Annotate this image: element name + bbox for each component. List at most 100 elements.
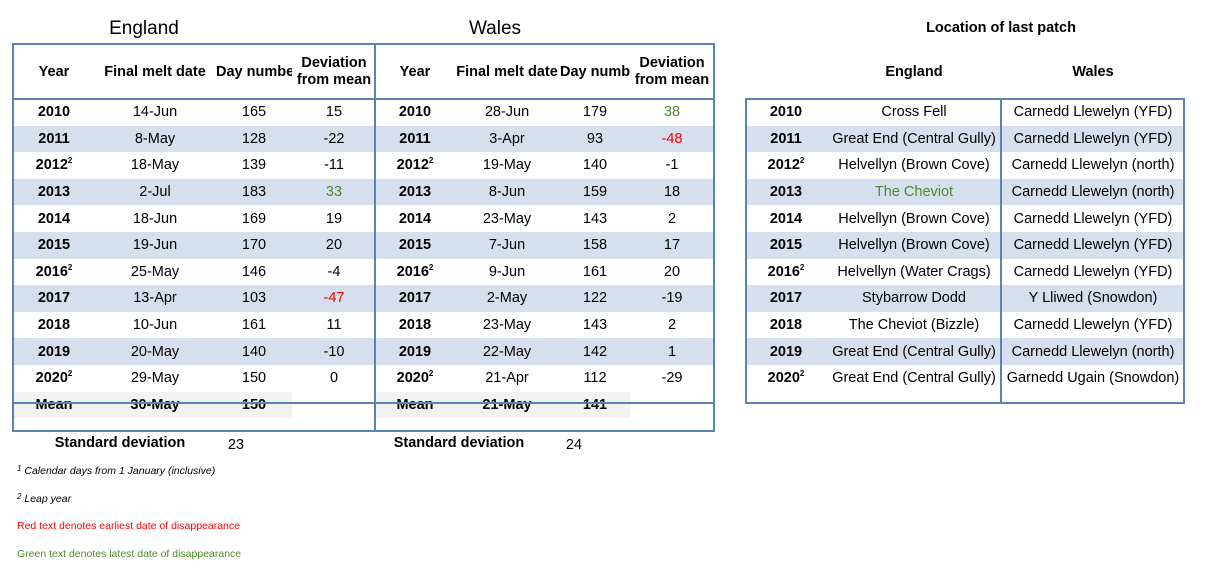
- deviation-cell: 38: [663, 104, 681, 121]
- deviation-cell: -47: [292, 285, 376, 312]
- final-melt-date-cell: 22-May: [454, 338, 560, 365]
- table-row: 2019 22-May 142 1: [376, 338, 714, 365]
- header-day-number: Day number1: [216, 63, 292, 80]
- day-number-cell: 179: [582, 104, 608, 121]
- year-cell: 2011: [14, 125, 94, 153]
- day-number-cell: 161: [582, 263, 608, 280]
- location-england-cell: Stybarrow Dodd: [826, 285, 1002, 312]
- location-england-cell: Great End (Central Gully): [826, 125, 1002, 153]
- table-row: 2017 Stybarrow Dodd Y Lliwed (Snowdon): [746, 285, 1184, 312]
- year-cell: 20162: [35, 262, 73, 280]
- year-cell: 2013: [14, 178, 94, 206]
- table-row: 2018 10-Jun 161 11: [14, 312, 376, 339]
- table-row: 20162 9-Jun 161 20: [376, 259, 714, 286]
- table-row: 2014 18-Jun 169 19: [14, 205, 376, 232]
- final-melt-date-cell: 9-Jun: [488, 263, 526, 280]
- england-mean-row: Mean 30-May 150: [14, 391, 376, 418]
- year-cell: 20202: [767, 369, 805, 387]
- table-row: 2010 28-Jun 179 38: [376, 99, 714, 126]
- table-row: 2011 8-May 128 -22: [14, 125, 376, 153]
- final-melt-date-cell: 8-May: [94, 125, 216, 153]
- year-cell: 20122: [767, 156, 805, 174]
- day-number-cell: 140: [582, 157, 608, 174]
- deviation-cell: 20: [663, 263, 681, 280]
- header-location-england: England: [885, 63, 943, 80]
- deviation-cell: 2: [667, 210, 677, 227]
- deviation-cell: 2: [667, 317, 677, 334]
- year-cell: 2014: [37, 210, 71, 227]
- header-final-melt-date: Final melt date: [104, 63, 206, 80]
- table-row: 20122 19-May 140 -1: [376, 152, 714, 179]
- header-year: Year: [399, 63, 431, 80]
- final-melt-date-cell: 18-May: [130, 157, 180, 174]
- day-number-cell: 146: [241, 263, 267, 280]
- wales-table: Year Final melt date Day number1 Deviati…: [376, 45, 714, 418]
- year-cell: 20202: [396, 369, 434, 387]
- location-wales-cell: Garnedd Ugain (Snowdon): [1006, 370, 1180, 387]
- table-row: 2017 2-May 122 -19: [376, 285, 714, 312]
- table-row: 20202 Great End (Central Gully) Garnedd Ug…: [746, 365, 1184, 392]
- day-number-cell: 159: [560, 178, 630, 206]
- final-melt-date-cell: 29-May: [130, 370, 180, 387]
- location-england-cell: Helvellyn (Brown Cove): [826, 231, 1002, 259]
- mean-label: Mean: [376, 391, 454, 418]
- table-row: 20122 18-May 139 -11: [14, 152, 376, 179]
- location-title: Location of last patch: [926, 20, 1076, 36]
- mean-blank-cell: [292, 391, 376, 418]
- deviation-cell: 33: [292, 178, 376, 206]
- deviation-cell: 1: [630, 338, 714, 365]
- england-mean-date: 30-May: [94, 391, 216, 418]
- location-wales-cell: Carnedd Llewelyn (north): [1002, 338, 1184, 365]
- day-number-cell: 150: [241, 370, 267, 387]
- final-melt-date-cell: 10-Jun: [132, 317, 178, 334]
- deviation-cell: -48: [630, 125, 714, 153]
- final-melt-date-cell: 23-May: [482, 317, 532, 334]
- final-melt-date-cell: 23-May: [482, 210, 532, 227]
- year-cell: 2011: [746, 125, 826, 153]
- note-red-text: Red text denotes earliest date of disapp…: [17, 520, 240, 532]
- deviation-cell: -4: [327, 263, 341, 280]
- final-melt-date-cell: 25-May: [130, 263, 180, 280]
- location-england-cell: Cross Fell: [881, 104, 947, 121]
- location-table: England Wales 2010 Cross Fell Carnedd Llew…: [746, 45, 1184, 392]
- england-table: Year Final melt date Day number1 Deviati…: [14, 45, 376, 418]
- day-number-cell: 122: [560, 285, 630, 312]
- wales-title: Wales: [468, 18, 522, 39]
- year-cell: 2017: [14, 285, 94, 312]
- location-england-cell: The Cheviot: [826, 178, 1002, 206]
- day-number-cell: 93: [560, 125, 630, 153]
- wales-mean-date: 21-May: [454, 391, 560, 418]
- year-cell: 2010: [37, 104, 71, 121]
- table-row: 2014 23-May 143 2: [376, 205, 714, 232]
- mean-divider: [12, 402, 715, 404]
- location-england-cell: Helvellyn (Brown Cove): [838, 210, 990, 227]
- day-number-cell: 143: [582, 210, 608, 227]
- location-wales-cell: Carnedd Llewelyn (YFD): [1013, 317, 1173, 334]
- header-divider: [12, 98, 715, 100]
- deviation-cell: -29: [661, 370, 683, 387]
- day-number-cell: 158: [560, 231, 630, 259]
- header-day-number: Day number1: [560, 63, 630, 80]
- note-day-number: 1 Calendar days from 1 January (inclusiv…: [17, 464, 216, 477]
- location-wales-cell: Carnedd Llewelyn (YFD): [1013, 210, 1173, 227]
- wales-std-value: 24: [565, 437, 583, 453]
- year-cell: 2015: [746, 231, 826, 259]
- day-number-cell: 161: [241, 317, 267, 334]
- england-title: England: [109, 18, 179, 39]
- deviation-cell: -22: [292, 125, 376, 153]
- header-final-melt-date: Final melt date: [456, 63, 558, 80]
- year-cell: 2011: [376, 125, 454, 153]
- final-melt-date-cell: 19-Jun: [94, 231, 216, 259]
- year-cell: 2010: [398, 104, 432, 121]
- year-cell: 20162: [767, 262, 805, 280]
- location-wales-cell: Carnedd Llewelyn (YFD): [1002, 125, 1184, 153]
- deviation-cell: 15: [325, 104, 343, 121]
- table-row: 2015 Helvellyn (Brown Cove) Carnedd Llewel…: [746, 231, 1184, 259]
- year-cell: 2010: [769, 104, 803, 121]
- table-row: 2015 7-Jun 158 17: [376, 231, 714, 259]
- table-row: 2010 14-Jun 165 15: [14, 99, 376, 126]
- wales-mean-day: 141: [560, 391, 630, 418]
- mean-label: Mean: [14, 391, 94, 418]
- table-row: 2015 19-Jun 170 20: [14, 231, 376, 259]
- deviation-cell: -11: [324, 157, 344, 174]
